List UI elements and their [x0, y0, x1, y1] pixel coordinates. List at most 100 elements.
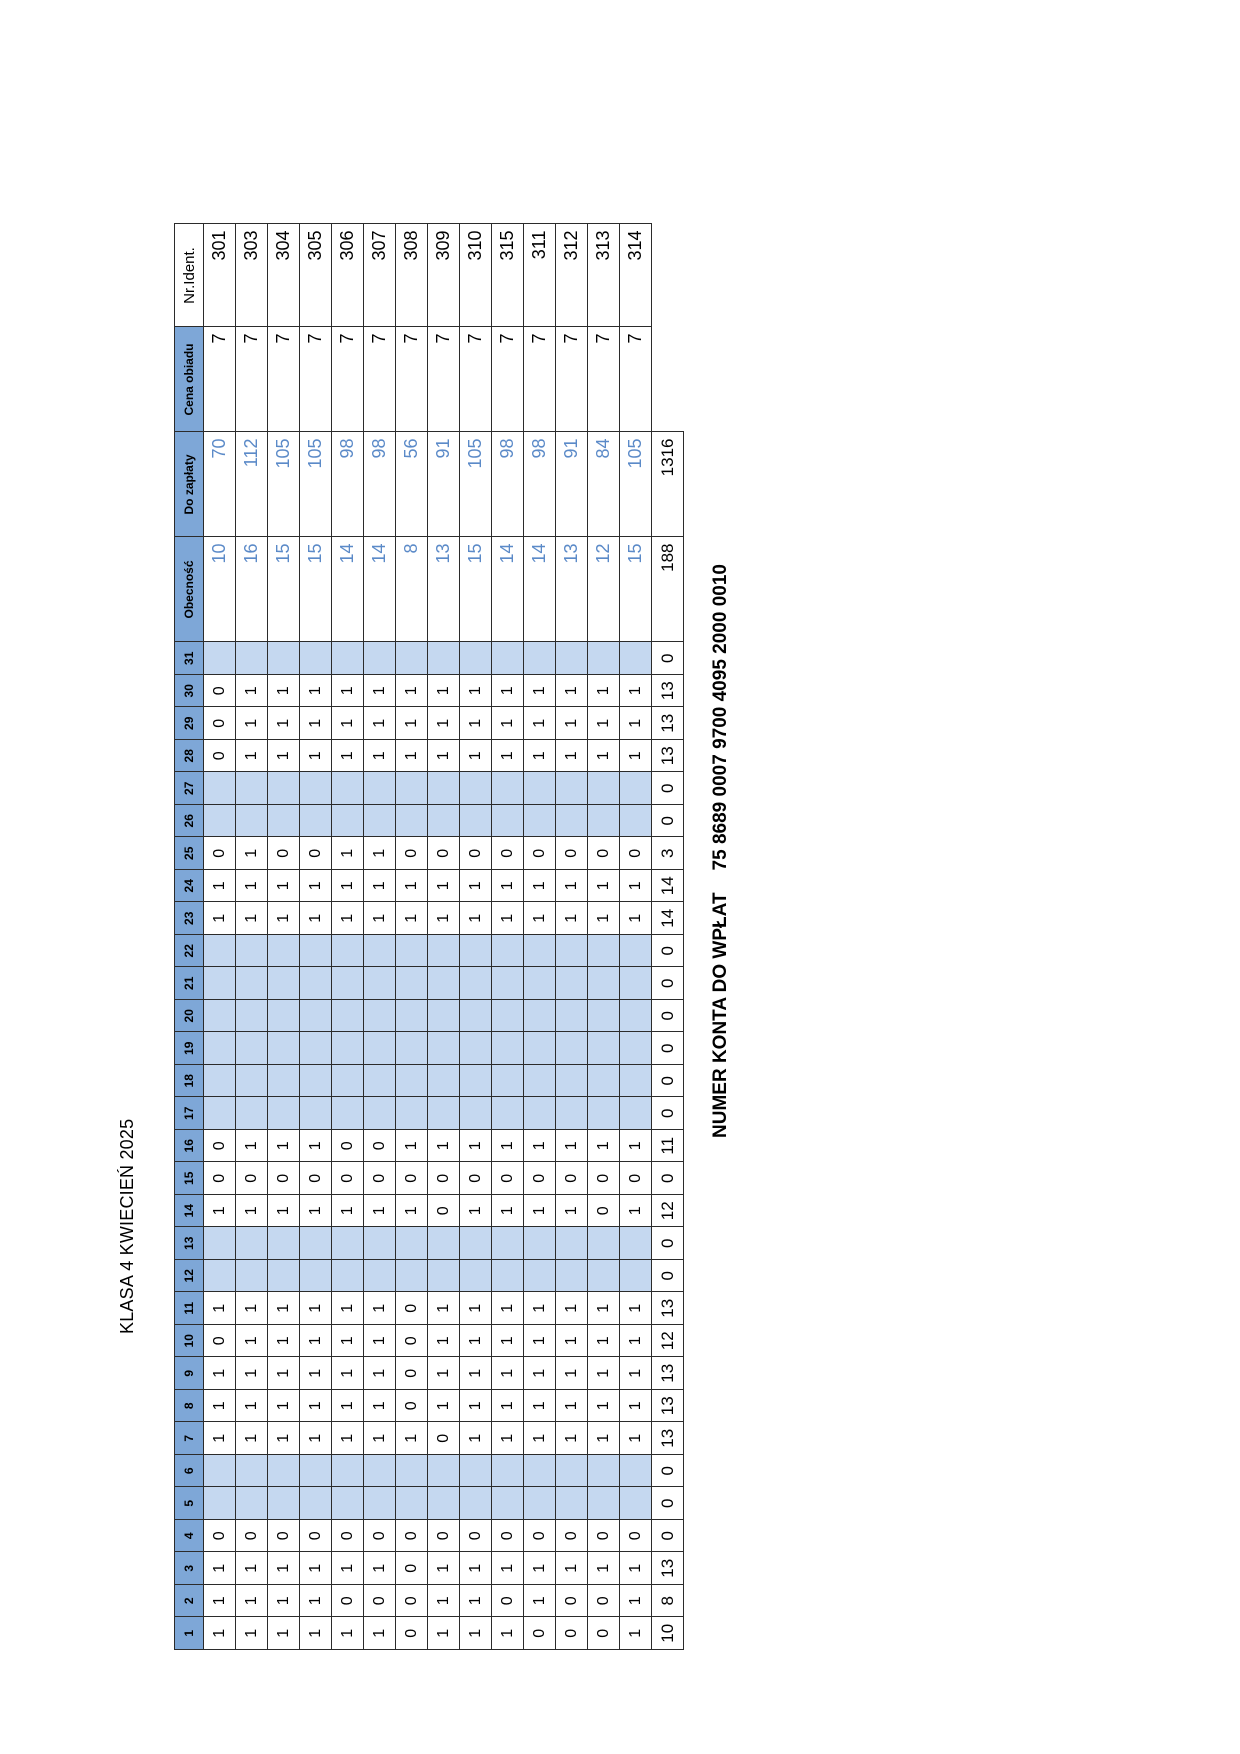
day-cell — [619, 1227, 652, 1260]
day-total-cell: 14 — [651, 902, 684, 935]
day-cell — [427, 1032, 460, 1065]
day-cell: 1 — [299, 1584, 332, 1617]
day-cell — [587, 804, 620, 837]
day-cell — [395, 1487, 428, 1520]
totals-row: 10 8 13 0 0 0 13 13 13 12 13 0 0 12 0 11 0 0 0 0 0 0 14 14 3 0 0 13… — [651, 224, 684, 1650]
day-cell — [619, 804, 652, 837]
day-cell: 1 — [363, 902, 396, 935]
day-cell: 0 — [331, 1129, 364, 1162]
day-cell: 1 — [203, 902, 236, 935]
day-cell — [491, 1487, 524, 1520]
obecnosc-total: 188 — [651, 537, 684, 642]
day-total-cell: 14 — [651, 869, 684, 902]
day-cell: 1 — [587, 902, 620, 935]
obecnosc-cell: 15 — [619, 537, 652, 642]
day-cell — [427, 642, 460, 675]
day-cell: 1 — [555, 869, 588, 902]
day-cell: 1 — [587, 1129, 620, 1162]
day-cell: 1 — [459, 1324, 492, 1357]
day-cell: 1 — [363, 837, 396, 870]
day-cell: 0 — [203, 1324, 236, 1357]
day-cell: 1 — [203, 1389, 236, 1422]
day-cell: 1 — [427, 707, 460, 740]
day-cell: 1 — [331, 674, 364, 707]
day-cell: 1 — [331, 1422, 364, 1455]
day-cell: 0 — [523, 1162, 556, 1195]
account-line: NUMER KONTA DO WPŁAT 75 8689 0007 9700 40… — [710, 564, 732, 1138]
day-cell: 1 — [555, 1129, 588, 1162]
day-cell: 1 — [491, 739, 524, 772]
day-cell: 1 — [587, 739, 620, 772]
day-cell: 0 — [299, 1162, 332, 1195]
day-cell — [267, 804, 300, 837]
day-cell: 1 — [331, 707, 364, 740]
day-cell: 1 — [331, 902, 364, 935]
day-cell: 1 — [619, 902, 652, 935]
day-cell: 1 — [427, 869, 460, 902]
day-cell: 1 — [299, 902, 332, 935]
day-cell — [523, 1032, 556, 1065]
day-cell: 1 — [395, 1194, 428, 1227]
day-cell: 0 — [395, 837, 428, 870]
day-cell: 1 — [491, 1194, 524, 1227]
day-cell — [523, 1487, 556, 1520]
day-cell — [235, 772, 268, 805]
day-cell — [523, 934, 556, 967]
day-cell — [523, 1064, 556, 1097]
do-zaplaty-cell: 105 — [299, 432, 332, 537]
day-cell: 1 — [267, 1422, 300, 1455]
day-cell — [619, 999, 652, 1032]
day-cell — [203, 934, 236, 967]
day-cell: 0 — [203, 707, 236, 740]
cena-obiadu-cell: 7 — [395, 327, 428, 432]
obecnosc-cell: 10 — [203, 537, 236, 642]
day-cell — [299, 804, 332, 837]
day-cell: 1 — [363, 1422, 396, 1455]
do-zaplaty-cell: 112 — [235, 432, 268, 537]
day-cell — [427, 804, 460, 837]
nr-ident-cell: 312 — [555, 224, 588, 327]
day-cell — [299, 1064, 332, 1097]
day-total-cell: 13 — [651, 1422, 684, 1455]
day-cell — [203, 642, 236, 675]
day-cell — [331, 1227, 364, 1260]
day-cell — [459, 1032, 492, 1065]
day-cell — [427, 1097, 460, 1130]
table-row: 0 0 1 0 1 1 1 1 1 0 0 1 1 1 0 1 1 1 12 84 7 313 — [587, 224, 620, 1650]
day-cell: 1 — [235, 1389, 268, 1422]
day-cell: 1 — [587, 707, 620, 740]
day-total-cell: 0 — [651, 1454, 684, 1487]
day-header: 16 — [174, 1129, 204, 1162]
day-cell: 0 — [587, 1519, 620, 1552]
day-total-cell: 13 — [651, 674, 684, 707]
day-cell: 0 — [395, 1552, 428, 1585]
day-cell: 1 — [587, 869, 620, 902]
day-cell — [491, 999, 524, 1032]
day-cell: 1 — [619, 1422, 652, 1455]
empty-cell — [652, 224, 684, 327]
day-cell: 1 — [555, 1357, 588, 1390]
day-cell — [331, 999, 364, 1032]
day-cell: 0 — [491, 1519, 524, 1552]
table-row: 0 0 0 0 1 0 0 0 0 1 0 1 1 1 0 1 1 1 8 56 7 308 — [395, 224, 428, 1650]
day-cell — [395, 772, 428, 805]
day-cell — [619, 772, 652, 805]
day-cell — [235, 1487, 268, 1520]
day-cell: 1 — [427, 674, 460, 707]
day-cell: 1 — [331, 1389, 364, 1422]
day-total-cell: 0 — [651, 999, 684, 1032]
day-cell: 1 — [523, 1129, 556, 1162]
day-cell — [267, 934, 300, 967]
day-cell: 1 — [363, 1389, 396, 1422]
day-total-cell: 0 — [651, 804, 684, 837]
day-cell — [299, 1097, 332, 1130]
day-cell — [203, 999, 236, 1032]
obecnosc-cell: 12 — [587, 537, 620, 642]
day-total-cell: 13 — [651, 1292, 684, 1325]
day-cell: 1 — [523, 869, 556, 902]
day-cell: 0 — [235, 1162, 268, 1195]
day-cell: 1 — [523, 739, 556, 772]
nr-ident-cell: 313 — [587, 224, 620, 327]
day-cell — [427, 1064, 460, 1097]
day-cell — [587, 1064, 620, 1097]
